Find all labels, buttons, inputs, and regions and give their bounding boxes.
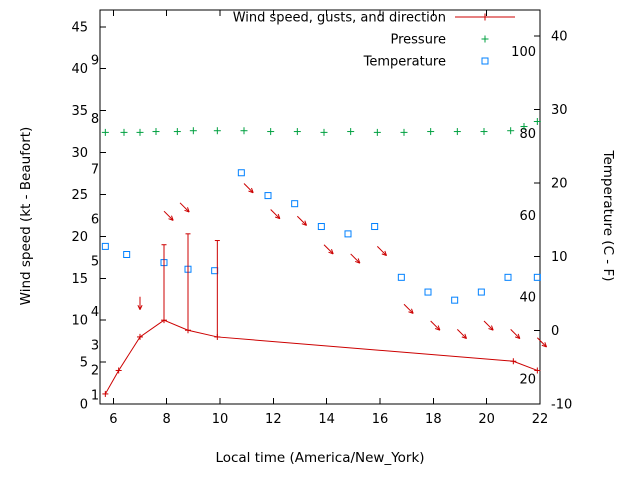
plot-area: 6 8 10 12 14 16 18 20 22051015202530354045-10010… — [71, 9, 572, 427]
y-left-tick-label: 15 — [71, 272, 88, 287]
beaufort-label: 5 — [91, 254, 99, 269]
fahrenheit-label: 40 — [519, 291, 536, 306]
y-right-tick-label: 20 — [551, 177, 568, 192]
legend-markers — [455, 13, 515, 65]
y-right-tick-label: 40 — [551, 29, 568, 44]
x-tick-label: 10 — [212, 412, 229, 427]
y-right-tick-label: 30 — [551, 103, 568, 118]
series-wind-gusts — [161, 233, 220, 337]
right-axis-title: Temperature (C - F) — [600, 150, 616, 282]
beaufort-label: 2 — [91, 363, 99, 378]
x-tick-label: 20 — [478, 412, 495, 427]
beaufort-label: 3 — [91, 338, 99, 353]
series-temperature — [101, 169, 541, 304]
y-left-tick-label: 30 — [71, 146, 88, 161]
x-tick-label: 6 — [109, 412, 117, 427]
left-axis-title: Wind speed (kt - Beaufort) — [18, 127, 34, 306]
y-left-tick-label: 0 — [80, 398, 88, 413]
fahrenheit-label: 20 — [519, 372, 536, 387]
x-tick-label: 14 — [318, 412, 335, 427]
beaufort-label: 9 — [91, 53, 99, 68]
y-left-tick-label: 20 — [71, 230, 88, 245]
y-right-tick-label: 0 — [551, 324, 559, 339]
series-wind-speed — [102, 317, 541, 397]
x-tick-label: 8 — [163, 412, 171, 427]
beaufort-label: 4 — [91, 305, 99, 320]
legend-label-wind: Wind speed, gusts, and direction — [233, 11, 446, 26]
plot-frame — [99, 9, 541, 405]
y-right-tick-label: -10 — [551, 398, 572, 413]
y-left-tick-label: 10 — [71, 314, 88, 329]
x-axis-title: Local time (America/New_York) — [215, 450, 424, 466]
tick-labels: 6 8 10 12 14 16 18 20 22051015202530354045-10010… — [71, 20, 572, 427]
beaufort-label: 8 — [91, 112, 99, 127]
y-left-tick-label: 25 — [71, 188, 88, 203]
y-left-tick-label: 35 — [71, 104, 88, 119]
x-tick-label: 22 — [532, 412, 549, 427]
x-tick-label: 18 — [425, 412, 442, 427]
beaufort-label: 7 — [91, 162, 99, 177]
series-wind-direction — [137, 183, 547, 348]
legend-label-temperature: Temperature — [363, 55, 446, 70]
y-left-tick-label: 40 — [71, 62, 88, 77]
legend-marker-temperature — [481, 57, 489, 65]
legend: Wind speed, gusts, and direction Pressur… — [233, 11, 515, 70]
x-tick-label: 16 — [372, 412, 389, 427]
y-right-tick-label: 10 — [551, 250, 568, 265]
y-left-tick-label: 45 — [71, 20, 88, 35]
beaufort-label: 1 — [91, 389, 99, 404]
legend-label-pressure: Pressure — [390, 33, 446, 48]
legend-marker-pressure — [481, 35, 489, 43]
fahrenheit-label: 60 — [519, 209, 536, 224]
beaufort-label: 6 — [91, 213, 99, 228]
fahrenheit-label: 80 — [519, 127, 536, 142]
fahrenheit-label: 100 — [511, 45, 536, 60]
y-left-tick-label: 5 — [80, 356, 88, 371]
series-pressure — [101, 117, 541, 136]
x-tick-label: 12 — [265, 412, 282, 427]
legend-marker-wind — [455, 13, 515, 21]
